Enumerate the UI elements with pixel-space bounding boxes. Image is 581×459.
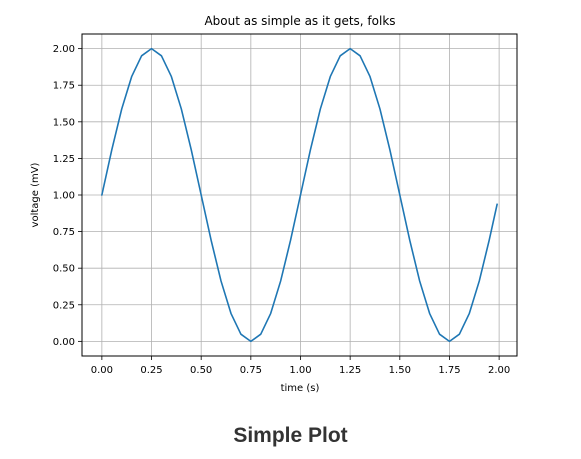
chart-title: About as simple as it gets, folks [204, 14, 395, 28]
x-tick-label: 2.00 [488, 365, 510, 376]
x-axis-label: time (s) [281, 383, 320, 394]
y-tick-label: 1.50 [53, 117, 75, 128]
axis-ticks: 0.00 0.25 0.50 0.75 1.00 1.25 1.50 1.75 2.00 0.00… [53, 44, 511, 376]
chart: About as simple as it gets, folks 0.00 0.… [30, 14, 518, 394]
y-tick-label: 0.25 [53, 300, 75, 311]
x-tick-label: 1.75 [438, 365, 460, 376]
x-tick-label: 1.25 [339, 365, 361, 376]
y-tick-label: 2.00 [53, 44, 75, 55]
y-axis-label: voltage (mV) [30, 162, 41, 227]
x-tick-label: 1.50 [389, 365, 411, 376]
x-tick-label: 1.00 [289, 365, 311, 376]
series-layer [101, 47, 498, 343]
y-tick-label: 0.50 [53, 264, 75, 275]
y-tick-label: 0.75 [53, 227, 75, 238]
x-tick-label: 0.25 [140, 365, 162, 376]
y-tick-label: 1.00 [53, 191, 75, 202]
y-tick-label: 0.00 [53, 337, 75, 348]
x-tick-label: 0.00 [91, 365, 113, 376]
y-tick-label: 1.75 [53, 81, 75, 92]
figure-caption: Simple Plot [233, 424, 348, 447]
series-line-voltage [101, 47, 498, 343]
y-tick-label: 1.25 [53, 154, 75, 165]
grid [82, 34, 517, 356]
x-tick-label: 0.75 [240, 365, 262, 376]
x-tick-label: 0.50 [190, 365, 212, 376]
